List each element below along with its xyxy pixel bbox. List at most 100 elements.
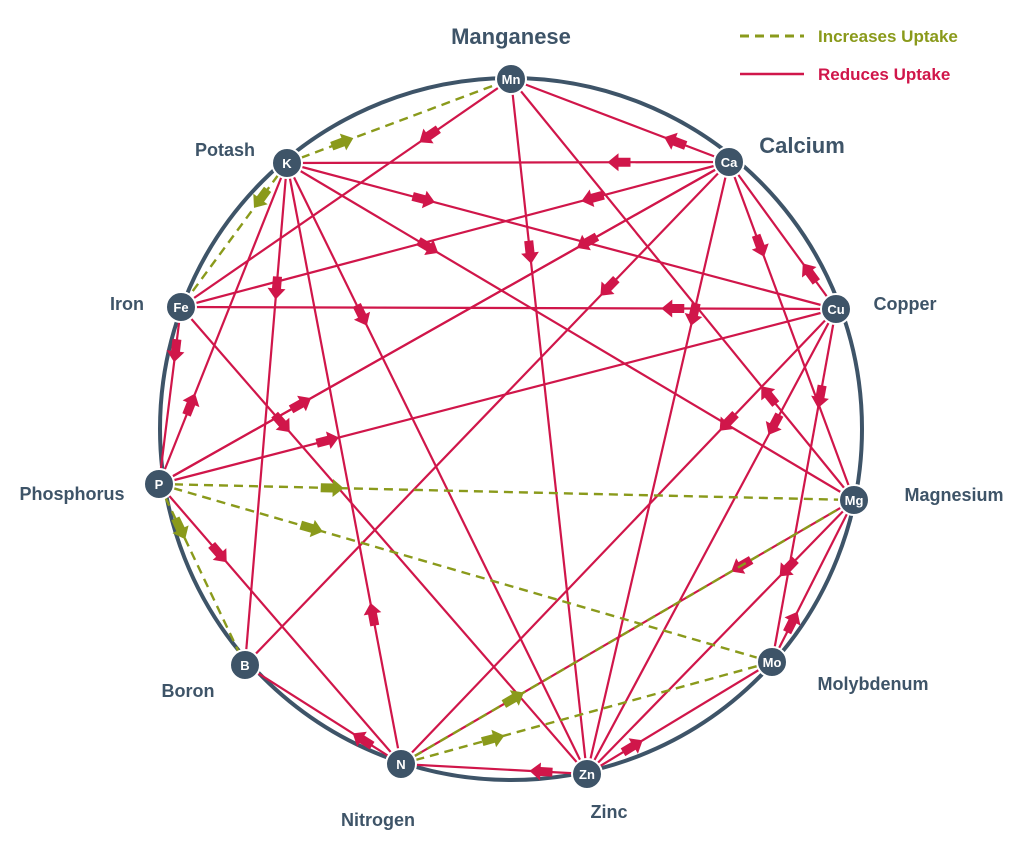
edge-line [157, 162, 289, 485]
edge-Ca-Mg-reduces [727, 161, 856, 501]
edge-K-Zn-reduces [286, 162, 588, 775]
edge-N-Mo-increases [400, 660, 773, 766]
edge-Cu-N-reduces [400, 308, 837, 765]
edge-P-K-reduces [157, 162, 289, 485]
node-calcium: Ca Calcium [713, 133, 845, 178]
edge-arrow [607, 153, 631, 172]
node-phosphorus: P Phosphorus [19, 468, 175, 504]
edge-arrow [620, 738, 643, 757]
node-name-label: Molybdenum [818, 674, 929, 694]
edge-K-B-reduces [243, 162, 289, 666]
edge-Fe-P-reduces [157, 306, 185, 485]
edge-arrow [363, 602, 382, 627]
edge-Ca-Fe-reduces [180, 160, 730, 309]
legend-increases-label: Increases Uptake [818, 27, 958, 46]
edge-P-Cu-reduces [158, 307, 837, 486]
node-circle [838, 484, 870, 516]
edge-arrow [765, 412, 784, 435]
edge-arrow [521, 240, 539, 264]
edge-line [286, 162, 855, 501]
node-symbol: Mg [845, 493, 864, 508]
edge-arrow [253, 186, 272, 208]
edge-line [400, 498, 855, 766]
edge-line [244, 161, 730, 666]
edge-arrow [320, 479, 344, 497]
edge-P-Mo-increases [158, 482, 773, 664]
edge-K-Mn-increases [286, 77, 512, 165]
edge-P-B-increases [157, 483, 247, 666]
node-symbol: Ca [721, 155, 738, 170]
edge-line [243, 162, 289, 666]
node-name-label: Iron [110, 294, 144, 314]
node-circle [165, 291, 197, 323]
edge-arrow [501, 690, 524, 708]
edge-P-Ca-reduces [158, 161, 730, 485]
node-symbol: Mn [502, 72, 521, 87]
node-symbol: Fe [173, 300, 188, 315]
edge-line [400, 762, 588, 776]
edge-line [400, 308, 837, 765]
edge-arrow [581, 189, 605, 207]
edge-arrow [330, 133, 354, 151]
node-circle [571, 758, 603, 790]
node-name-label: Nitrogen [341, 810, 415, 830]
edge-line [244, 664, 402, 765]
edge-line [286, 160, 730, 165]
node-circle [271, 147, 303, 179]
edge-P-N-reduces [158, 483, 402, 765]
node-name-label: Potash [195, 140, 255, 160]
edge-N-B-reduces [244, 664, 402, 765]
edge-line [157, 306, 183, 485]
node-symbol: Mo [763, 655, 782, 670]
node-name-label: Calcium [759, 133, 845, 158]
edge-Ca-B-reduces [244, 161, 730, 666]
node-magnesium: Mg Magnesium [838, 484, 1004, 516]
edge-line [510, 78, 855, 501]
legend-reduces-label: Reduces Uptake [818, 65, 950, 84]
node-zinc: Zn Zinc [571, 758, 628, 822]
edges-layer [157, 77, 856, 781]
edge-arrow [288, 395, 312, 414]
edge-arrow [719, 411, 739, 431]
edge-Cu-Fe-reduces [180, 299, 837, 318]
edge-arrow [411, 190, 435, 209]
edge-Mn-Fe-reduces [180, 78, 512, 308]
edge-Zn-N-reduces [400, 762, 588, 781]
node-nitrogen: N Nitrogen [341, 748, 417, 830]
edge-arrow [352, 731, 375, 750]
edge-line [509, 78, 589, 775]
edge-line [770, 308, 838, 663]
edge-N-Mg-increases [400, 498, 855, 766]
edge-line [158, 161, 730, 485]
edge-arrow [661, 299, 685, 318]
node-name-label: Manganese [451, 24, 571, 49]
edge-arrow [182, 393, 200, 417]
edge-line [180, 305, 837, 311]
node-symbol: K [282, 156, 292, 171]
node-name-label: Magnesium [904, 485, 1003, 505]
node-symbol: P [155, 477, 164, 492]
edge-line [158, 482, 773, 664]
edge-arrow [352, 303, 371, 326]
edge-P-Mg-increases [158, 479, 855, 502]
node-circle [229, 649, 261, 681]
node-symbol: Zn [579, 767, 595, 782]
edge-K-Fe-increases [180, 162, 288, 308]
node-circle [143, 468, 175, 500]
node-potash: K Potash [195, 140, 303, 179]
node-symbol: N [396, 757, 405, 772]
edge-line [180, 306, 588, 775]
edge-line [180, 78, 512, 308]
edge-line [586, 499, 855, 775]
edge-Zn-Mo-reduces [586, 661, 773, 775]
node-molybdenum: Mo Molybdenum [756, 646, 929, 694]
edge-Mg-Mn-reduces [510, 78, 855, 501]
edge-arrow [529, 762, 553, 781]
edge-line [727, 161, 856, 501]
edge-arrow [299, 519, 323, 538]
edge-K-Cu-reduces [286, 161, 837, 311]
edge-line [728, 161, 837, 310]
node-name-label: Copper [874, 294, 937, 314]
